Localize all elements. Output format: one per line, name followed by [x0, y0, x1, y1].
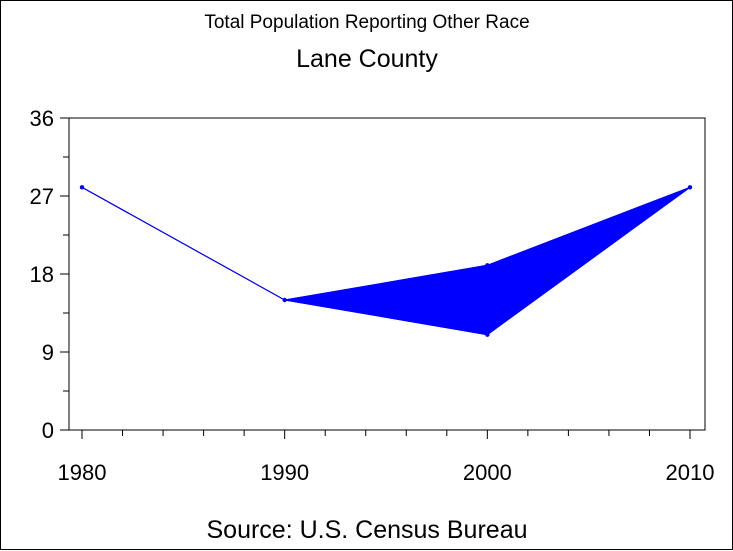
x-tick-label: 1980 [58, 460, 107, 485]
y-tick-label: 36 [30, 106, 54, 131]
data-point [687, 185, 693, 190]
y-tick-label: 9 [42, 340, 54, 365]
data-point [282, 297, 287, 303]
chart-footnote: Source: U.S. Census Bureau [207, 516, 528, 544]
data-point [485, 263, 490, 268]
x-tick-label: 2000 [463, 460, 512, 485]
data-point [79, 185, 85, 190]
x-tick-label: 2010 [666, 460, 715, 485]
chart-title: Total Population Reporting Other Race [204, 12, 529, 33]
data-point [485, 332, 490, 337]
chart-subtitle: Lane County [296, 45, 438, 73]
y-tick-label: 18 [30, 262, 54, 287]
plot-area [68, 117, 706, 431]
chart-marks: 0 9 18 27 36 1980 1990 2000 2010 [30, 106, 715, 485]
series-band [81, 186, 691, 336]
y-tick-label: 0 [42, 418, 54, 443]
series-line-lower [81, 186, 691, 336]
x-tick-label: 1990 [260, 460, 309, 485]
y-tick-label: 27 [30, 184, 54, 209]
